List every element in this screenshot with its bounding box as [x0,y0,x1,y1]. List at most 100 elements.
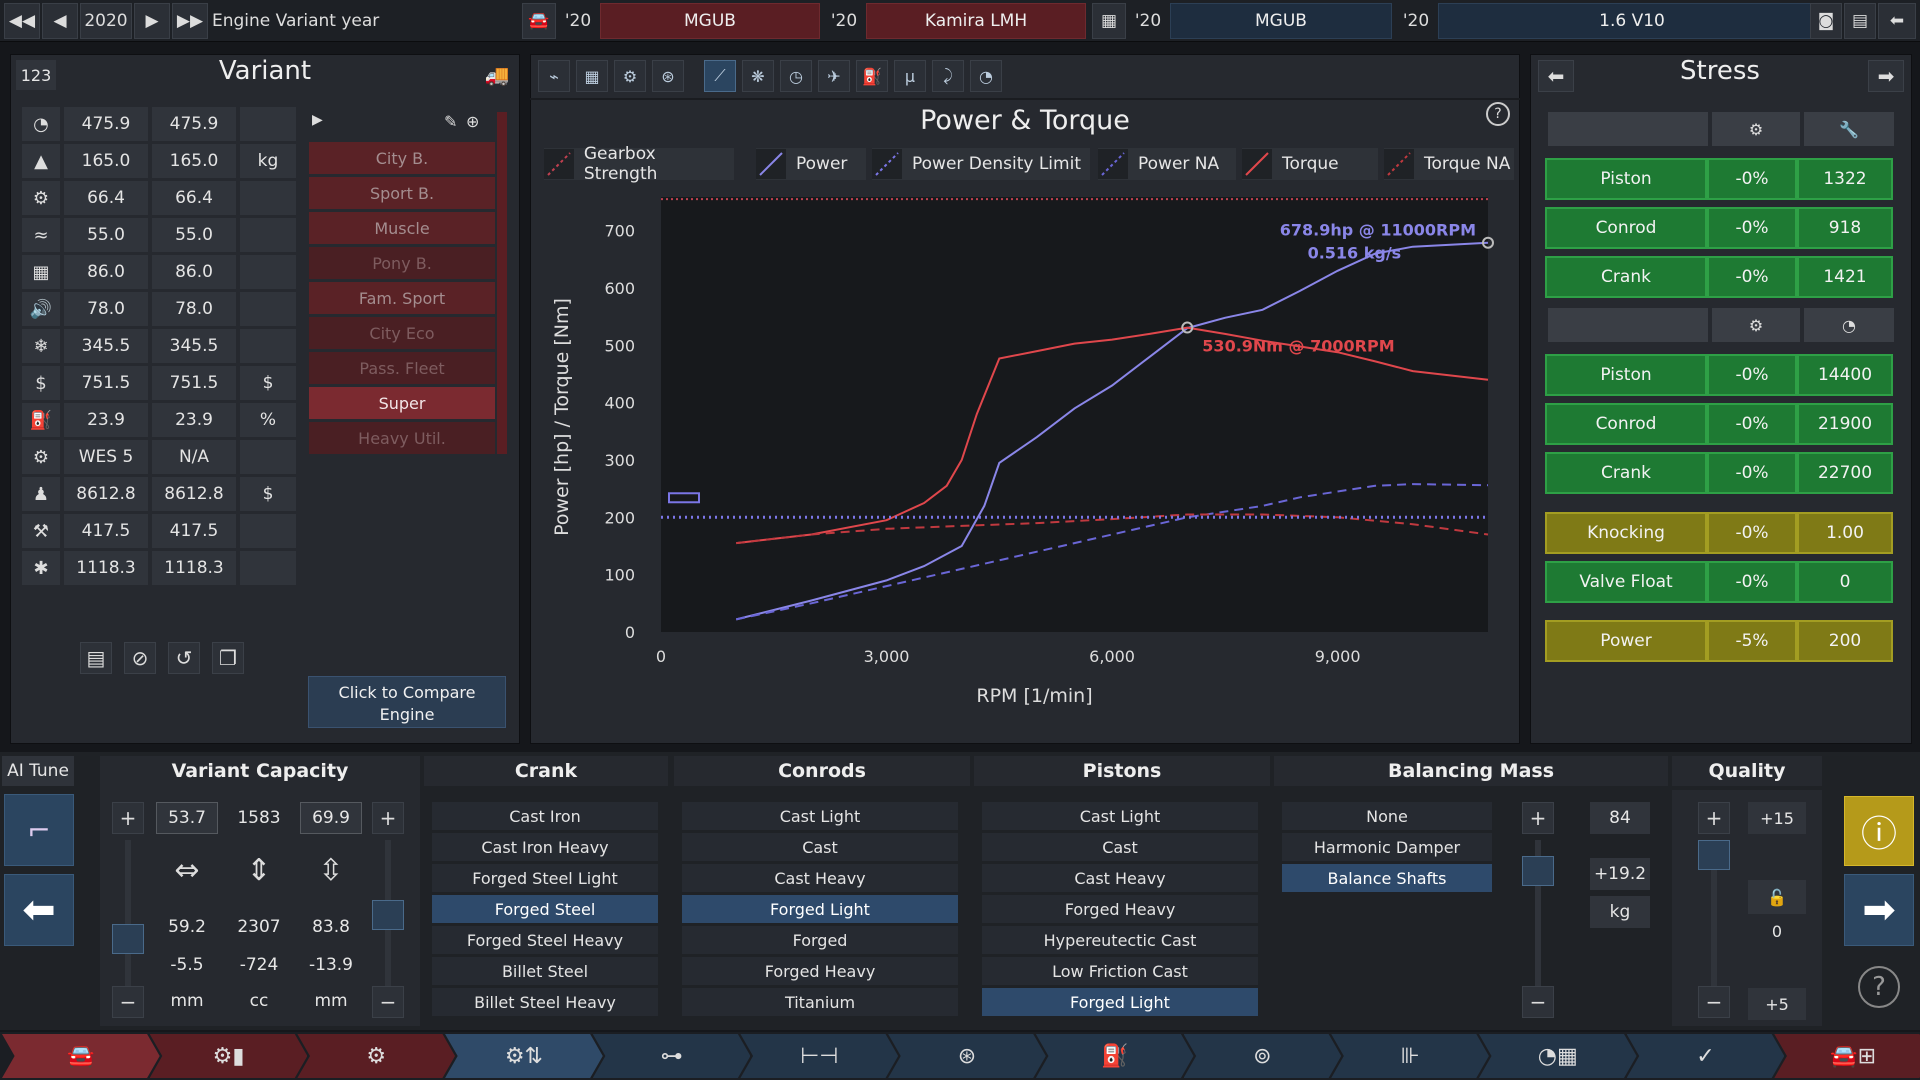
mu-tab[interactable]: μ [894,60,926,92]
torque-graph-tab[interactable]: ⟋ [704,60,736,92]
stage-tab-test[interactable]: ◔▦ [1478,1034,1637,1078]
legend-gearbox-strength[interactable]: Gearbox Strength [544,144,734,184]
balance-minus-button[interactable]: − [1522,986,1554,1018]
legend-power-na[interactable]: Power NA [1098,148,1236,180]
stage-tab-car[interactable]: 🚘 [2,1034,160,1078]
balance-plus-button[interactable]: + [1522,802,1554,834]
exhaust-tab[interactable]: ⤸ [932,60,964,92]
fuel-tab[interactable]: ⛽ [856,60,888,92]
layout-tab[interactable]: ▦ [576,60,608,92]
undo-button[interactable]: ↺ [168,642,200,674]
cooling-tab[interactable]: ❋ [742,60,774,92]
pistons-option-cast-heavy[interactable]: Cast Heavy [982,864,1258,892]
stage-tab-finish[interactable]: ✓ [1626,1034,1785,1078]
variant-save-button[interactable]: 🚚 [480,58,514,92]
stage-tab-fuel[interactable]: ⛽ [1035,1034,1194,1078]
engine-family-button[interactable]: ▦ [1092,3,1126,39]
pistons-option-forged-light[interactable]: Forged Light [982,988,1258,1016]
category-super[interactable]: Super [309,387,495,419]
stroke-minus-button[interactable]: − [372,986,404,1018]
pin-icon[interactable]: ✎ [444,112,458,131]
compare-engine-button[interactable]: Click to Compare Engine [308,676,506,728]
stage-tab-turbo[interactable]: ⊛ [888,1034,1046,1078]
stress-next-button[interactable]: ➡ [1868,60,1904,92]
ai-tune-button[interactable]: AI Tune [2,756,74,786]
calculator-button[interactable]: ▤ [1844,3,1876,39]
pistons-option-hypereutectic-cast[interactable]: Hypereutectic Cast [982,926,1258,954]
crank-option-billet-steel-heavy[interactable]: Billet Steel Heavy [432,988,658,1016]
crank-option-forged-steel-light[interactable]: Forged Steel Light [432,864,658,892]
balance-slider-thumb[interactable] [1522,856,1554,886]
stage-tab-bottom-end[interactable]: ⚙⇅ [445,1034,603,1078]
pistons-option-forged-heavy[interactable]: Forged Heavy [982,895,1258,923]
stage-tab-block[interactable]: ⚙ [297,1034,456,1078]
previous-stage-button[interactable]: ⬅ [4,874,74,946]
back-button[interactable]: ⬅ [1878,3,1916,39]
notes-button[interactable]: ▤ [80,642,112,674]
play-icon[interactable]: ▶ [312,112,323,128]
tuning-tab[interactable]: ✈ [818,60,850,92]
screenshot-button[interactable]: ◙ [1810,3,1842,39]
ai-tune-curve-button[interactable]: ⌐ [4,794,74,866]
help-button[interactable]: ? [1858,966,1900,1008]
next-year-button[interactable]: ▶ [134,3,170,39]
last-year-button[interactable]: ▶▶ [172,3,208,39]
copy-button[interactable]: ❐ [212,642,244,674]
warning-button[interactable]: ⓘ [1844,796,1914,866]
balancing-option-harmonic-damper[interactable]: Harmonic Damper [1282,833,1492,861]
next-stage-button[interactable]: ➡ [1844,874,1914,946]
cancel-button[interactable]: ⊘ [124,642,156,674]
stroke-plus-button[interactable]: + [372,802,404,834]
conrods-option-forged-heavy[interactable]: Forged Heavy [682,957,958,985]
stage-tab-electronics[interactable]: ⊪ [1331,1034,1489,1078]
conrods-option-forged[interactable]: Forged [682,926,958,954]
category-city-b-[interactable]: City B. [309,142,495,174]
crank-option-forged-steel-heavy[interactable]: Forged Steel Heavy [432,926,658,954]
balance-slider[interactable] [1535,840,1541,990]
turbo-tab[interactable]: ⊛ [652,60,684,92]
stress-prev-button[interactable]: ⬅ [1538,60,1574,92]
stroke-input[interactable]: 69.9 [300,802,362,834]
category-city-eco[interactable]: City Eco [309,317,495,349]
category-scrollbar[interactable] [497,112,507,454]
category-muscle[interactable]: Muscle [309,212,495,244]
help-icon[interactable]: ? [1486,102,1510,126]
power-graph-tab[interactable]: ⌁ [538,60,570,92]
bore-slider-thumb[interactable] [112,924,144,954]
category-pass-fleet[interactable]: Pass. Fleet [309,352,495,384]
stroke-slider-thumb[interactable] [372,900,404,930]
conrods-option-titanium[interactable]: Titanium [682,988,958,1016]
legend-torque-na[interactable]: Torque NA [1384,148,1514,180]
balancing-option-none[interactable]: None [1282,802,1492,830]
variant-select[interactable]: 1.6 V10 [1438,3,1826,39]
stage-tab-exhaust[interactable]: ⊚ [1183,1034,1342,1078]
prev-year-button[interactable]: ◀ [42,3,78,39]
pistons-option-cast-light[interactable]: Cast Light [982,802,1258,830]
quality-minus-button[interactable]: − [1698,986,1730,1018]
rpm-gauge-tab[interactable]: ◔ [970,60,1002,92]
bore-slider[interactable] [125,840,131,990]
bore-plus-button[interactable]: + [112,802,144,834]
conrods-option-forged-light[interactable]: Forged Light [682,895,958,923]
stage-tab-top-end[interactable]: ⊶ [592,1034,751,1078]
family-select[interactable]: MGUB [1170,3,1392,39]
crank-option-cast-iron[interactable]: Cast Iron [432,802,658,830]
model-select-1[interactable]: MGUB [600,3,820,39]
trim-select[interactable]: Kamira LMH [866,3,1086,39]
legend-power-density-limit[interactable]: Power Density Limit [872,148,1090,180]
stage-tab-car-designer[interactable]: 🚘⊞ [1774,1034,1920,1078]
balancing-option-balance-shafts[interactable]: Balance Shafts [1282,864,1492,892]
conrods-option-cast-light[interactable]: Cast Light [682,802,958,830]
category-sport-b-[interactable]: Sport B. [309,177,495,209]
bore-minus-button[interactable]: − [112,986,144,1018]
engine-tab[interactable]: ⚙ [614,60,646,92]
category-pony-b-[interactable]: Pony B. [309,247,495,279]
first-year-button[interactable]: ◀◀ [4,3,40,39]
crank-option-forged-steel[interactable]: Forged Steel [432,895,658,923]
category-fam-sport[interactable]: Fam. Sport [309,282,495,314]
quality-plus-button[interactable]: + [1698,802,1730,834]
conrods-option-cast-heavy[interactable]: Cast Heavy [682,864,958,892]
quality-lock-button[interactable]: 🔓 [1748,880,1806,914]
conrods-option-cast[interactable]: Cast [682,833,958,861]
legend-power[interactable]: Power [756,148,866,180]
